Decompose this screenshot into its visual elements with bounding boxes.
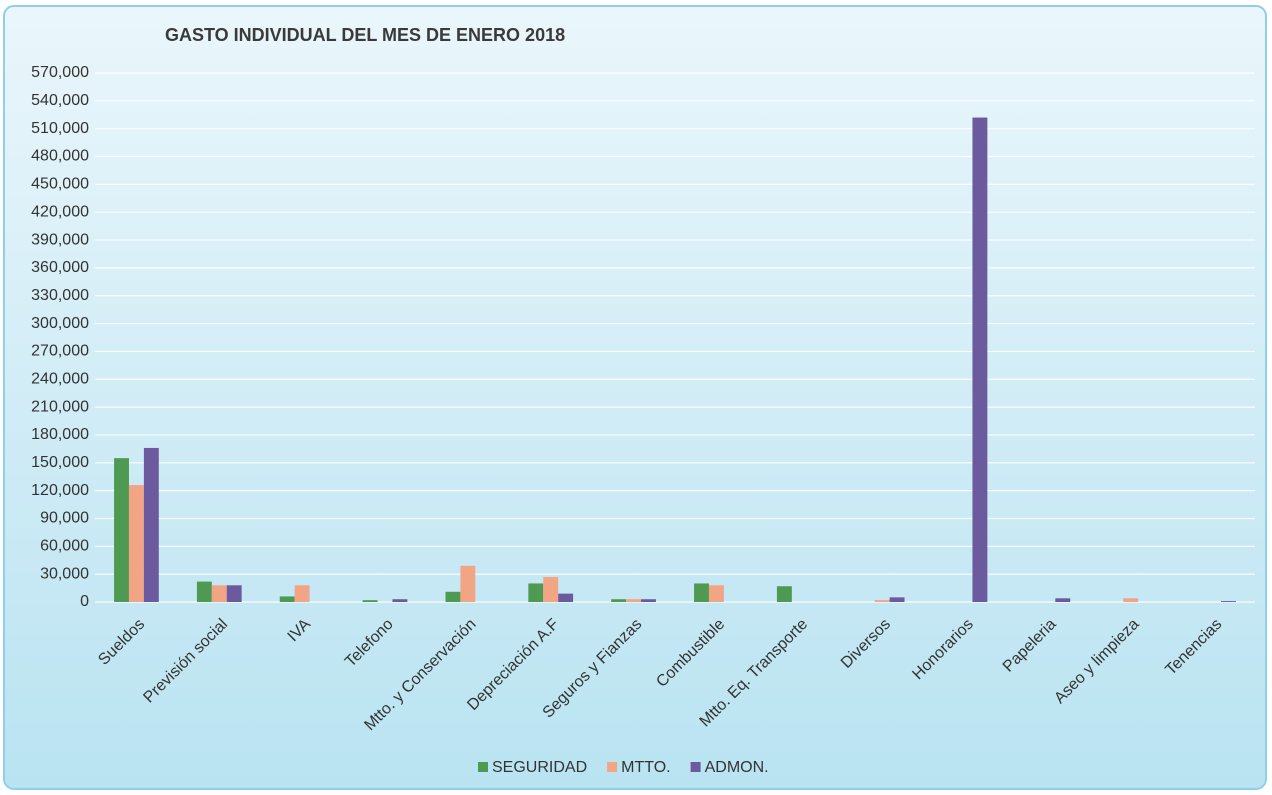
y-tick-label: 570,000 bbox=[31, 64, 89, 81]
chart-title: GASTO INDIVIDUAL DEL MES DE ENERO 2018 bbox=[165, 25, 565, 45]
bar bbox=[874, 600, 890, 602]
bar bbox=[1123, 598, 1139, 602]
bar bbox=[211, 585, 227, 602]
bar bbox=[143, 447, 159, 602]
y-tick-label: 540,000 bbox=[31, 92, 89, 109]
legend-label: MTTO. bbox=[621, 759, 670, 776]
bar bbox=[528, 583, 544, 602]
bar bbox=[972, 117, 988, 603]
bar bbox=[362, 600, 378, 602]
legend-swatch bbox=[478, 762, 488, 772]
y-tick-label: 450,000 bbox=[31, 176, 89, 193]
bar bbox=[460, 565, 476, 602]
bar bbox=[543, 576, 559, 602]
y-tick-label: 270,000 bbox=[31, 343, 89, 360]
y-tick-label: 420,000 bbox=[31, 203, 89, 220]
chart-background bbox=[3, 5, 1267, 790]
bar bbox=[1221, 601, 1236, 602]
bar bbox=[889, 597, 905, 602]
y-tick-label: 240,000 bbox=[31, 370, 89, 387]
bar bbox=[196, 581, 212, 602]
bar bbox=[294, 585, 310, 602]
legend-label: ADMON. bbox=[705, 759, 769, 776]
bar bbox=[114, 458, 129, 602]
y-tick-label: 90,000 bbox=[40, 510, 89, 527]
bar bbox=[641, 599, 656, 602]
bar bbox=[776, 586, 792, 602]
bar bbox=[445, 591, 461, 602]
legend-swatch bbox=[607, 762, 618, 772]
bar bbox=[611, 599, 627, 602]
y-tick-label: 360,000 bbox=[31, 259, 89, 276]
y-tick-label: 300,000 bbox=[31, 315, 89, 332]
bar bbox=[128, 485, 144, 602]
y-tick-label: 150,000 bbox=[31, 454, 89, 471]
y-tick-label: 510,000 bbox=[31, 120, 89, 137]
y-tick-label: 480,000 bbox=[31, 148, 89, 165]
bar bbox=[694, 583, 709, 602]
bar bbox=[1055, 598, 1071, 602]
bar bbox=[226, 585, 242, 602]
legend-swatch bbox=[690, 762, 701, 772]
bar bbox=[558, 593, 574, 602]
bar bbox=[626, 599, 642, 602]
bar bbox=[392, 599, 408, 602]
y-tick-label: 390,000 bbox=[31, 231, 89, 248]
bar bbox=[708, 585, 724, 602]
y-tick-label: 120,000 bbox=[31, 482, 89, 499]
y-tick-label: 330,000 bbox=[31, 287, 89, 304]
y-tick-label: 0 bbox=[80, 593, 89, 610]
y-tick-label: 30,000 bbox=[40, 565, 89, 582]
y-tick-label: 210,000 bbox=[31, 398, 89, 415]
bar bbox=[279, 596, 295, 602]
legend-label: SEGURIDAD bbox=[492, 759, 587, 776]
y-tick-label: 180,000 bbox=[31, 426, 89, 443]
y-tick-label: 60,000 bbox=[40, 538, 89, 555]
